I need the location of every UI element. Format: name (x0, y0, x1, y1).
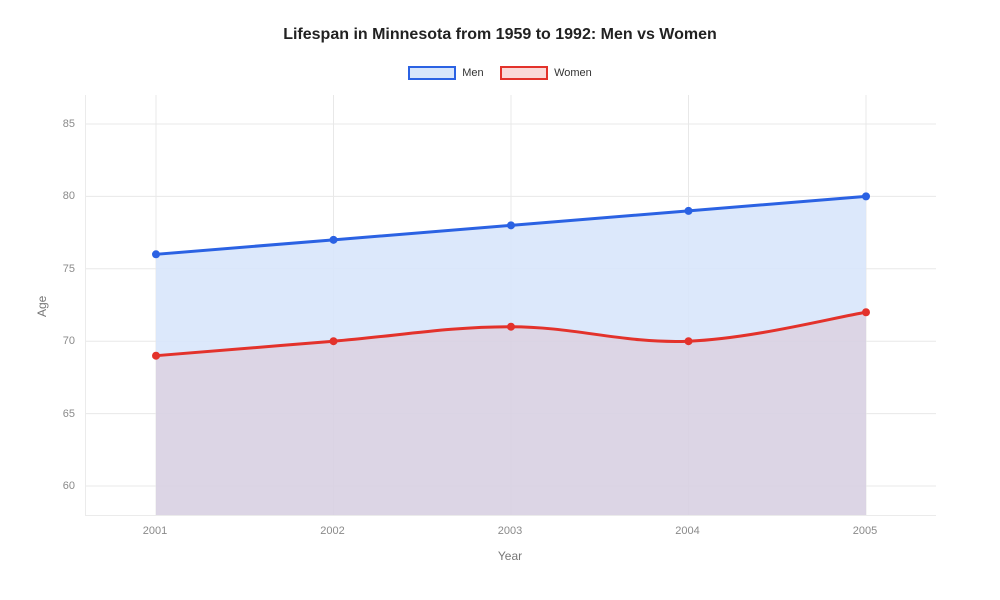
y-axis-title: Age (35, 296, 49, 317)
x-tick-label: 2002 (320, 525, 344, 537)
y-tick-label: 75 (45, 263, 75, 275)
legend: Men Women (0, 66, 1000, 85)
legend-label-men: Men (462, 67, 483, 79)
x-tick-label: 2003 (498, 525, 522, 537)
y-tick-label: 60 (45, 480, 75, 492)
y-tick-label: 80 (45, 190, 75, 202)
x-axis-title: Year (85, 549, 935, 563)
x-tick-label: 2001 (143, 525, 167, 537)
legend-label-women: Women (554, 67, 592, 79)
y-tick-label: 70 (45, 335, 75, 347)
legend-item-men: Men (408, 66, 483, 80)
y-tick-label: 85 (45, 118, 75, 130)
chart-svg (86, 95, 936, 515)
legend-swatch-women (500, 66, 548, 80)
x-tick-label: 2004 (675, 525, 699, 537)
chart-title: Lifespan in Minnesota from 1959 to 1992:… (0, 26, 1000, 44)
legend-item-women: Women (500, 66, 592, 80)
legend-swatch-men (408, 66, 456, 80)
y-tick-label: 65 (45, 408, 75, 420)
x-tick-label: 2005 (853, 525, 877, 537)
chart-container: Lifespan in Minnesota from 1959 to 1992:… (0, 0, 1000, 600)
plot-area (85, 95, 936, 516)
